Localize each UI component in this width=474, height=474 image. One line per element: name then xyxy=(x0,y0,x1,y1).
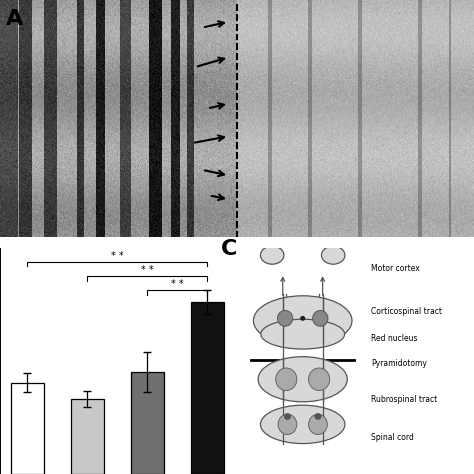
Text: Pyramidotomy: Pyramidotomy xyxy=(371,359,427,368)
Ellipse shape xyxy=(309,368,330,391)
Text: Corticospinal tract: Corticospinal tract xyxy=(371,307,442,316)
Ellipse shape xyxy=(313,310,328,326)
Text: Red nucleus: Red nucleus xyxy=(371,334,417,343)
Ellipse shape xyxy=(284,413,291,420)
Ellipse shape xyxy=(276,368,297,391)
Text: C: C xyxy=(220,239,237,259)
Ellipse shape xyxy=(254,296,352,346)
Text: * *: * * xyxy=(141,265,154,275)
Ellipse shape xyxy=(298,375,308,384)
Text: Spinal cord: Spinal cord xyxy=(371,433,414,442)
Text: Motor cortex: Motor cortex xyxy=(371,264,419,273)
Ellipse shape xyxy=(321,246,345,264)
Ellipse shape xyxy=(309,414,328,435)
Ellipse shape xyxy=(300,316,305,321)
Ellipse shape xyxy=(258,357,347,402)
Bar xyxy=(71,399,104,474)
Bar xyxy=(11,383,44,474)
Polygon shape xyxy=(232,199,373,244)
Text: * *: * * xyxy=(111,251,124,261)
Ellipse shape xyxy=(261,319,345,349)
Text: * *: * * xyxy=(171,279,184,289)
Ellipse shape xyxy=(314,413,321,420)
Text: A: A xyxy=(6,9,23,29)
Ellipse shape xyxy=(278,414,297,435)
Text: Rubrospinal tract: Rubrospinal tract xyxy=(371,395,437,404)
Bar xyxy=(131,372,164,474)
Ellipse shape xyxy=(261,246,284,264)
Bar xyxy=(191,302,224,474)
Ellipse shape xyxy=(277,310,293,326)
Ellipse shape xyxy=(261,405,345,444)
